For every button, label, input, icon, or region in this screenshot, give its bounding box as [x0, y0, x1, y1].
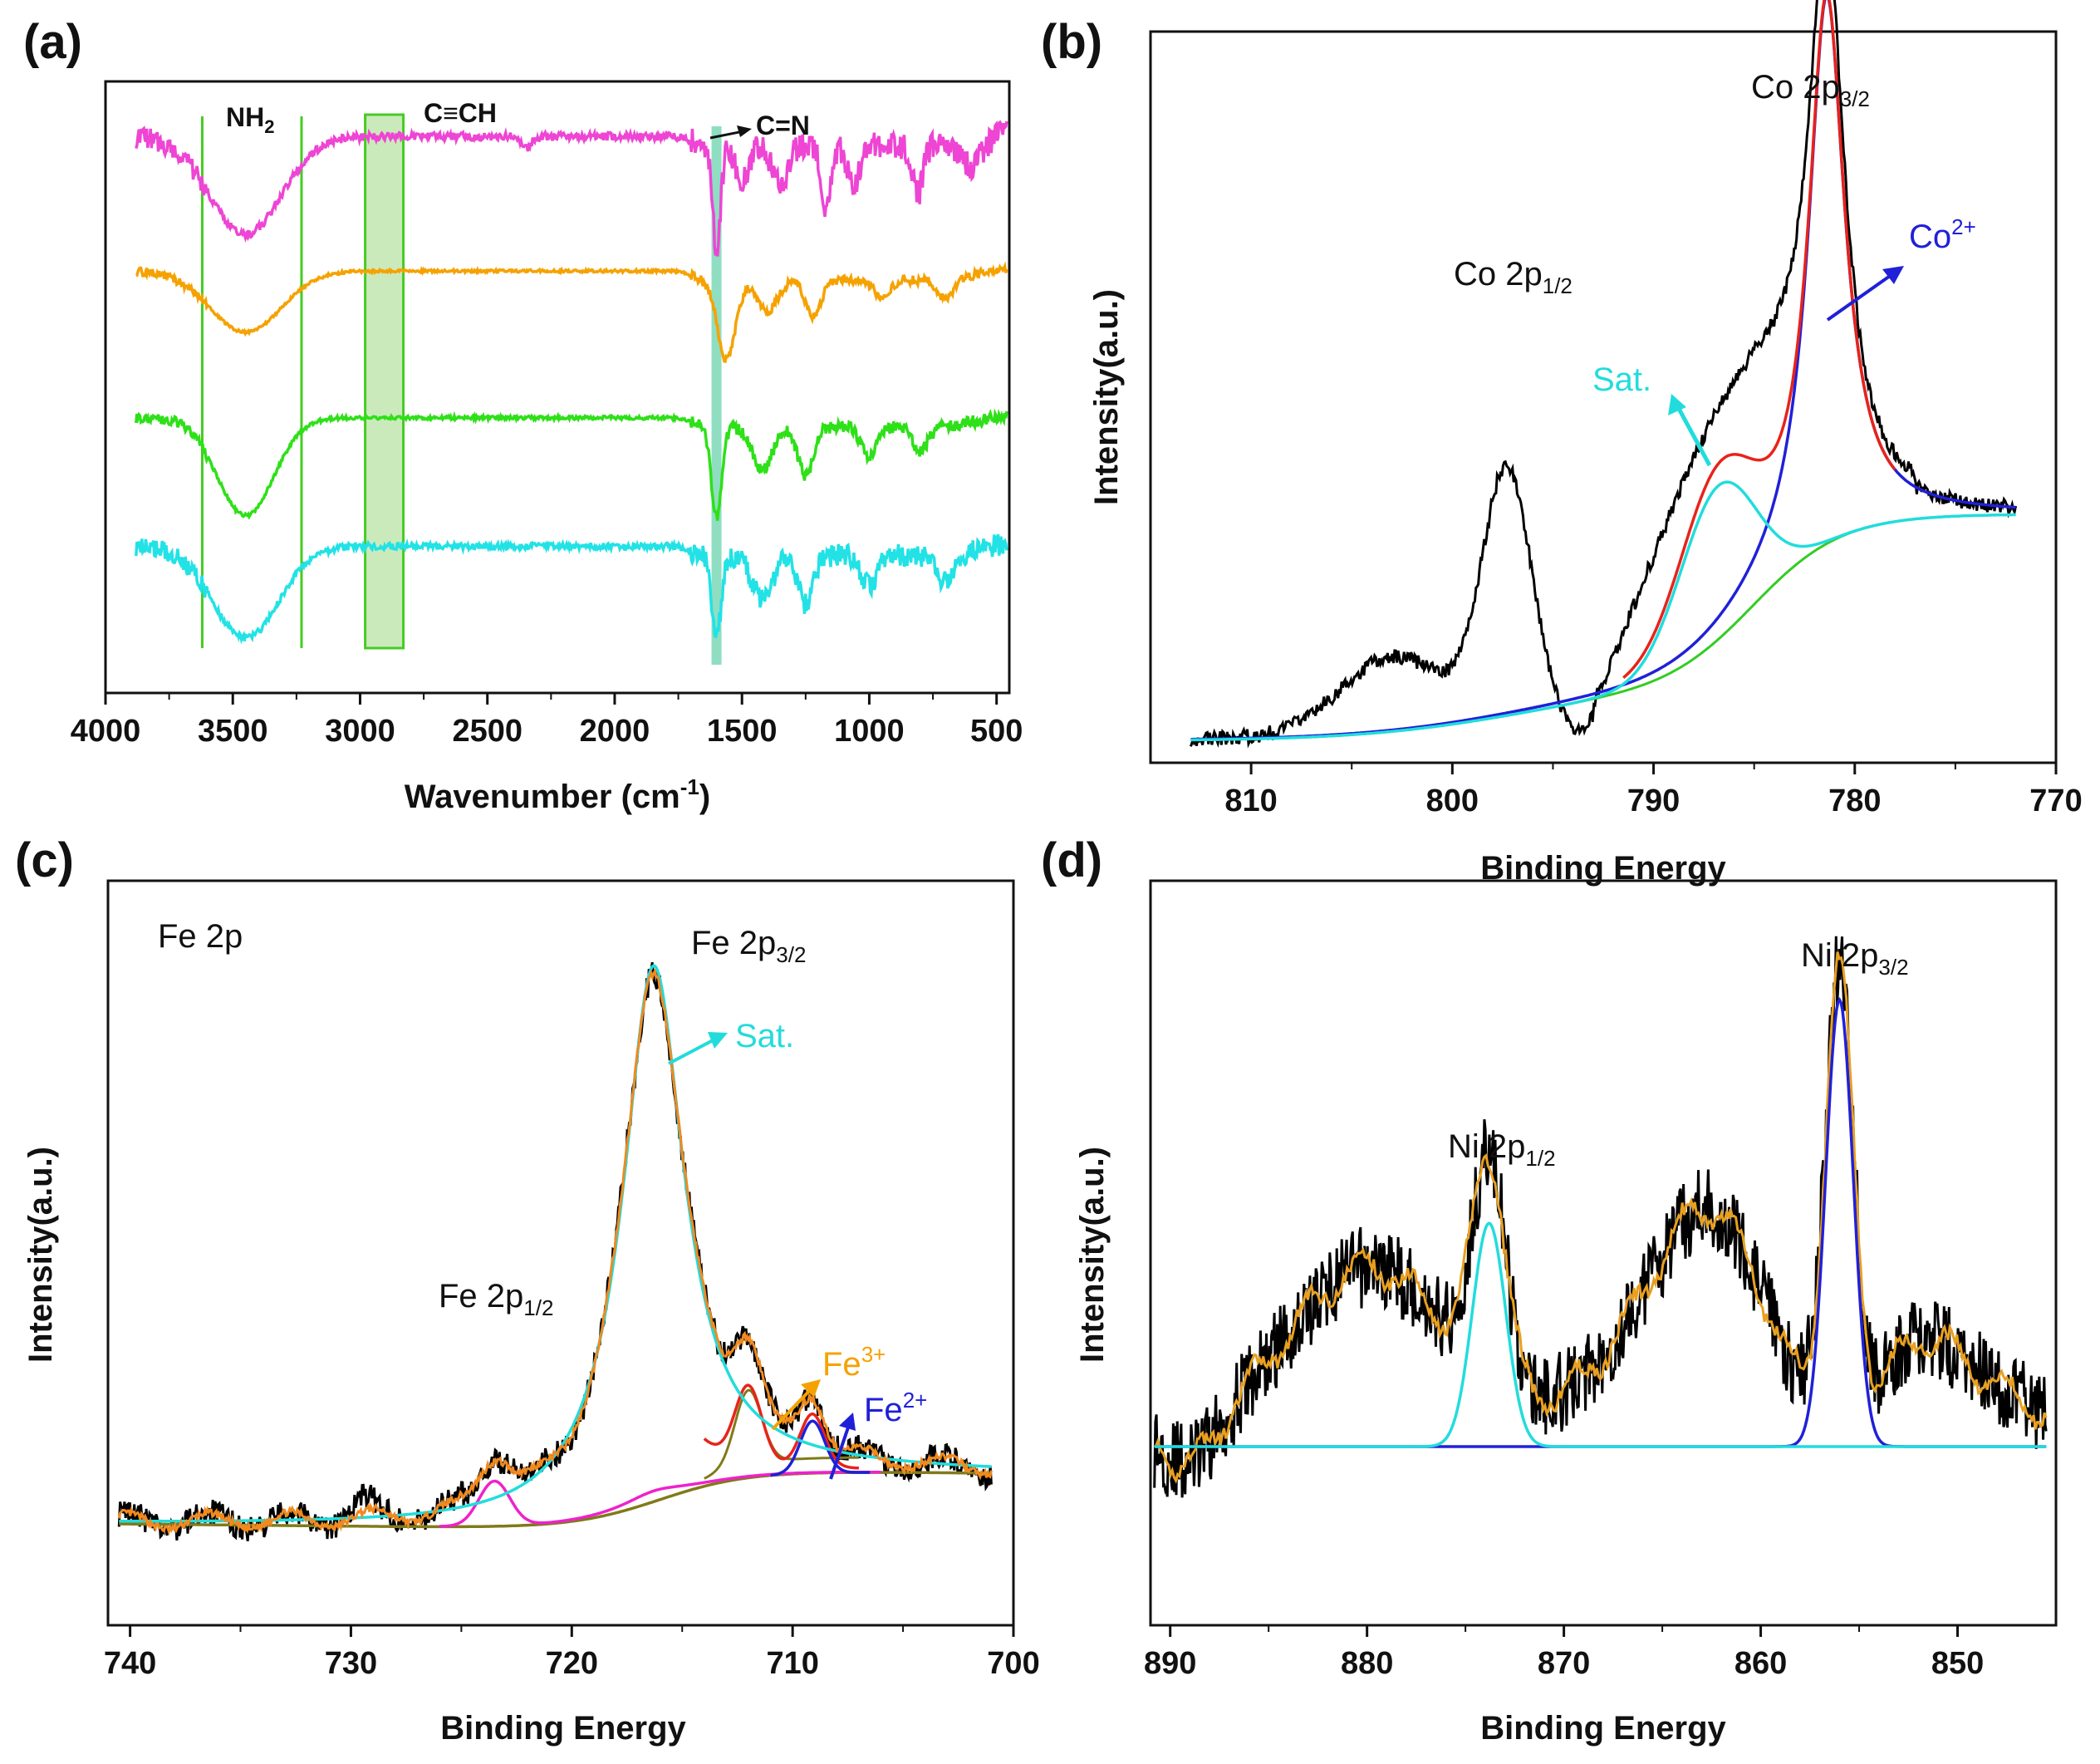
- x-ticks-d: 890 880 870 860 850: [1144, 1625, 1984, 1681]
- x-0-tick-label-3000: 3000: [325, 714, 395, 749]
- x-0-tick-label-2000: 2000: [580, 714, 650, 749]
- x-1-tick-label-790: 790: [1627, 784, 1680, 818]
- label-fe2p: Fe 2p: [158, 918, 243, 955]
- x-3-tick-label-860: 860: [1734, 1646, 1787, 1681]
- x-axis-title-a: Wavenumber (cm-1): [405, 774, 710, 815]
- co-sat-component: [1190, 480, 2016, 742]
- x-ticks-c: 740 730 720 710 700: [104, 1625, 1040, 1681]
- annotation-nh2: NH2: [226, 102, 274, 137]
- arrow-cn-head: [737, 125, 752, 137]
- fe2p12-component: [439, 1470, 881, 1528]
- label-cn: C=N: [756, 111, 810, 140]
- label-co2p12: Co 2p1/2: [1454, 256, 1573, 298]
- x-axis-title-c: Binding Energy: [440, 1710, 686, 1747]
- x-2-tick-label-720: 720: [546, 1646, 598, 1681]
- x-3-tick-label-880: 880: [1341, 1646, 1393, 1681]
- fe-fit-envelope: [117, 968, 993, 1536]
- panel-d: (d) 890 880 870 860 850 Intensity(a.u.) Bind…: [1041, 833, 2058, 1747]
- series-group-c: [117, 962, 993, 1541]
- x-1-tick-label-810: 810: [1224, 784, 1277, 818]
- ni-raw-spectrum: [1153, 936, 2048, 1498]
- x-0-tick-label-1500: 1500: [707, 714, 778, 749]
- label-fe2plus: Fe2+: [864, 1388, 927, 1428]
- panel-a: (a) 4000 3500 3000 2500 2000 1500 1000 500 NH2 …: [23, 15, 1023, 815]
- label-co2plus: Co2+: [1909, 214, 1976, 255]
- ni-fit-envelope: [1153, 951, 2048, 1484]
- y-axis-title-b: Intensity(a.u.): [1088, 289, 1125, 505]
- label-cch: C≡CH: [424, 98, 497, 128]
- label-fe2p32: Fe 2p3/2: [691, 925, 806, 967]
- arrow-fe3plus: [771, 1379, 821, 1431]
- x-3-tick-label-850: 850: [1931, 1646, 1984, 1681]
- co-raw-spectrum: [1189, 0, 2018, 749]
- x-1-tick-label-800: 800: [1426, 784, 1479, 818]
- x-2-tick-label-740: 740: [104, 1646, 156, 1681]
- co-background-line: [1190, 513, 2016, 741]
- arrow-cn-line: [709, 130, 744, 140]
- x-0-tick-label-2500: 2500: [452, 714, 523, 749]
- plot-frame-d: [1149, 879, 2058, 1627]
- cch-highlight-band: [364, 113, 405, 650]
- x-3-tick-label-890: 890: [1144, 1646, 1196, 1681]
- panel-b: (b) 810 800 790 780 770 Intensity(a.u.) Bind…: [1041, 0, 2083, 887]
- ftir-line-series-1: [135, 120, 1008, 257]
- label-fe2p12: Fe 2p1/2: [439, 1278, 553, 1320]
- fe3plus-component: [703, 1383, 860, 1470]
- guide-overlays-a: [200, 113, 722, 665]
- co-fit-envelope: [1622, 0, 1896, 679]
- series-group-a: [135, 120, 1008, 645]
- x-1-tick-label-770: 770: [2029, 784, 2082, 818]
- panel-label-a: (a): [23, 15, 82, 69]
- panel-label-d: (d): [1041, 833, 1102, 887]
- y-axis-title-d: Intensity(a.u.): [1074, 1147, 1111, 1363]
- x-2-tick-label-710: 710: [766, 1646, 818, 1681]
- x-2-tick-label-730: 730: [325, 1646, 377, 1681]
- series-group-b: [1189, 0, 2018, 749]
- arrow-sat-b: [1668, 394, 1712, 467]
- panel-label-c: (c): [15, 833, 74, 887]
- x-ticks-a: 4000 3500 3000 2500 2000 1500 1000 500: [71, 693, 1023, 749]
- label-nh2: NH2: [226, 102, 274, 137]
- series-group-d: [1153, 936, 2048, 1498]
- x-1-tick-label-780: 780: [1828, 784, 1881, 818]
- x-ticks-b: 810 800 790 780 770: [1224, 763, 2083, 818]
- x-0-tick-label-1000: 1000: [834, 714, 905, 749]
- panel-label-b: (b): [1041, 15, 1102, 69]
- plot-frame-b: [1149, 30, 2058, 764]
- x-0-tick-label-3500: 3500: [198, 714, 268, 749]
- ftir-line-series-3: [135, 408, 1008, 521]
- fe2plus-component: [770, 1419, 871, 1477]
- y-axis-title-c: Intensity(a.u.): [22, 1147, 59, 1363]
- fe-sat-component: [119, 964, 992, 1523]
- label-sat-b: Sat.: [1592, 361, 1651, 398]
- annotation-cn: C=N: [709, 111, 810, 140]
- label-sat-c: Sat.: [735, 1018, 794, 1054]
- x-0-tick-label-4000: 4000: [71, 714, 141, 749]
- x-0-tick-label-500: 500: [970, 714, 1023, 749]
- label-co2p32: Co 2p3/2: [1751, 69, 1870, 111]
- ftir-line-series-4: [135, 533, 1008, 645]
- label-ni2p12: Ni 2p1/2: [1448, 1128, 1556, 1171]
- x-2-tick-label-700: 700: [987, 1646, 1039, 1681]
- panel-c: (c) 740 730 720 710 700 Intensity(a.u.) Bind…: [15, 833, 1040, 1747]
- ni2p12-component: [1154, 1221, 2047, 1448]
- plot-frame-a: [104, 80, 1011, 695]
- arrow-fe2plus: [829, 1413, 856, 1480]
- label-ni2p32: Ni 2p3/2: [1801, 937, 1909, 980]
- x-axis-title-d: Binding Energy: [1480, 1710, 1726, 1747]
- arrow-sat-c: [668, 1032, 728, 1065]
- label-fe3plus: Fe3+: [822, 1342, 886, 1383]
- ftir-line-series-2: [135, 261, 1008, 364]
- plot-frame-c: [106, 879, 1015, 1627]
- arrow-co2plus: [1826, 266, 1904, 322]
- x-3-tick-label-870: 870: [1538, 1646, 1590, 1681]
